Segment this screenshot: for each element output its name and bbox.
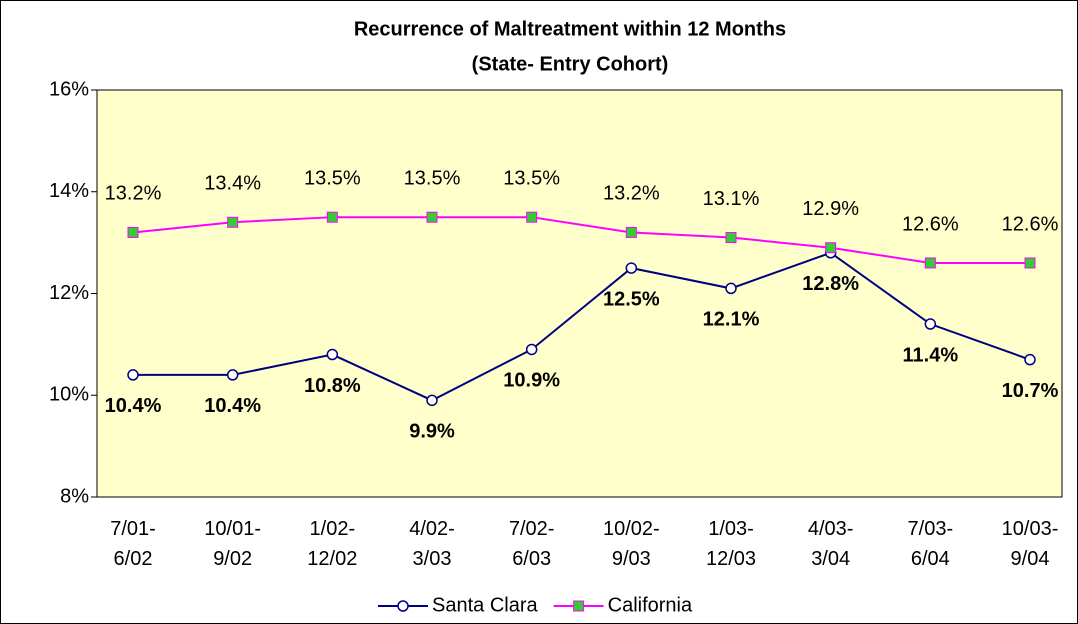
data-label: 12.5%	[603, 288, 660, 310]
data-label: 10.9%	[503, 370, 560, 392]
marker	[1024, 257, 1036, 269]
x-tick-label: 7/03-6/04	[908, 518, 954, 570]
data-label: 13.1%	[703, 188, 760, 210]
x-tick-label: 10/02-9/03	[603, 518, 660, 570]
marker	[127, 369, 139, 381]
marker	[526, 211, 538, 223]
data-label: 12.6%	[1002, 213, 1059, 235]
legend-marker	[397, 600, 409, 612]
marker	[625, 262, 638, 274]
x-tick-label: 1/03-12/03	[706, 518, 756, 570]
marker	[825, 242, 837, 254]
marker	[924, 257, 936, 269]
marker	[226, 369, 239, 381]
data-label: 12.1%	[703, 309, 760, 331]
data-label: 9.9%	[409, 421, 455, 443]
data-label: 10.7%	[1002, 380, 1059, 402]
series-line	[132, 216, 1030, 264]
y-tick-label: 10%	[49, 384, 89, 406]
legend-label: Santa Clara	[432, 594, 538, 616]
data-label: 12.6%	[902, 213, 959, 235]
data-label: 10.8%	[304, 375, 361, 397]
data-label: 10.4%	[204, 395, 261, 417]
legend-marker	[573, 600, 585, 612]
chart-title: Recurrence of Maltreatment within 12 Mon…	[354, 18, 786, 40]
plot-area	[96, 89, 1063, 498]
x-tick-label: 10/03-9/04	[1002, 518, 1059, 570]
marker	[326, 348, 339, 361]
marker	[725, 282, 737, 295]
x-tick-label: 10/01-9/02	[204, 518, 261, 570]
marker	[525, 343, 538, 356]
x-tick-label: 4/03-3/04	[808, 518, 854, 570]
data-label: 10.4%	[105, 395, 162, 417]
y-tick-label: 8%	[60, 485, 89, 507]
series-line	[133, 251, 1031, 402]
data-label: 13.5%	[304, 167, 361, 189]
marker	[227, 216, 239, 228]
marker	[426, 394, 438, 407]
data-label: 13.5%	[503, 167, 560, 189]
marker	[426, 211, 438, 223]
data-label: 12.9%	[802, 198, 859, 220]
marker	[924, 318, 937, 330]
y-tick-label: 12%	[49, 282, 89, 304]
legend-label: California	[608, 594, 693, 616]
marker	[725, 232, 737, 244]
y-tick-label: 16%	[49, 78, 89, 100]
x-tick-label: 4/02-3/03	[409, 518, 455, 570]
x-tick-label: 7/02-6/03	[509, 518, 555, 570]
marker	[625, 226, 637, 238]
x-tick-label: 1/02-12/02	[307, 518, 357, 570]
data-label: 11.4%	[903, 344, 959, 366]
marker	[127, 226, 139, 238]
y-tick-label: 14%	[49, 180, 89, 202]
data-label: 12.8%	[802, 273, 859, 295]
data-label: 13.4%	[204, 173, 261, 195]
x-tick-label: 7/01-6/02	[110, 518, 156, 570]
data-label: 13.2%	[603, 183, 660, 205]
data-label: 13.2%	[105, 183, 162, 205]
marker	[1024, 353, 1036, 366]
marker	[326, 211, 338, 223]
chart-subtitle: (State- Entry Cohort)	[472, 53, 669, 75]
data-label: 13.5%	[404, 167, 461, 189]
